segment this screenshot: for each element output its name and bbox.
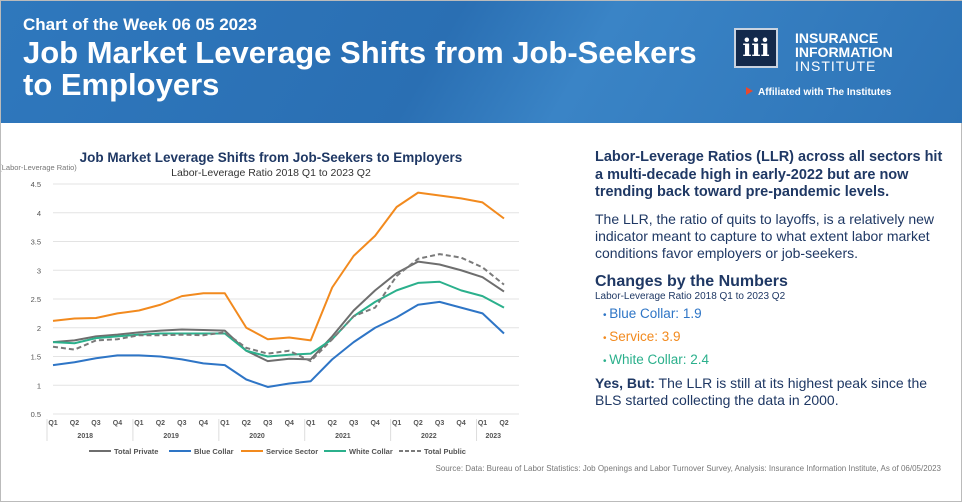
y-tick-label: 3.5 [31, 238, 41, 247]
affiliation: Affiliated with The Institutes [746, 87, 891, 98]
year-label: 2018 [77, 433, 93, 440]
x-tick-label: Q1 [478, 420, 487, 427]
year-label: 2019 [163, 433, 179, 440]
logo-line2: INFORMATION [795, 44, 893, 60]
x-tick-label: Q4 [285, 420, 294, 427]
x-tick-label: Q1 [134, 420, 143, 427]
kicker: Chart of the Week 06 05 2023 [23, 15, 258, 34]
y-tick-label: 4.5 [31, 180, 41, 189]
year-label: 2021 [335, 433, 351, 440]
x-tick-label: Q2 [156, 420, 165, 427]
list-item-white-collar: White Collar: 2.4 [603, 352, 945, 367]
x-tick-label: Q2 [242, 420, 251, 427]
year-label: 2022 [421, 433, 437, 440]
x-tick-label: Q1 [220, 420, 229, 427]
y-tick-label: 2.5 [31, 295, 41, 304]
x-tick-label: Q3 [91, 420, 100, 427]
x-tick-label: Q1 [48, 420, 57, 427]
legend-label: Total Private [114, 447, 158, 456]
page-title: Job Market Leverage Shifts from Job-Seek… [23, 35, 697, 102]
changes-subheading: Labor-Leverage Ratio 2018 Q1 to 2023 Q2 [595, 290, 786, 302]
series-line-total-public [52, 253, 505, 363]
chart-subtitle: Labor-Leverage Ratio 2018 Q1 to 2023 Q2 [171, 167, 371, 179]
logo-line3: INSTITUTE [795, 58, 877, 74]
year-label: 2020 [249, 433, 265, 440]
line-chart: Job Market Leverage Shifts from Job-Seek… [1, 150, 519, 456]
legend-label: Service Sector [266, 447, 318, 456]
changes-list: Blue Collar: 1.9 Service: 3.9 White Coll… [595, 306, 945, 367]
legend-label: Blue Collar [194, 447, 234, 456]
series-line-service-sector [52, 191, 505, 342]
x-tick-label: Q2 [413, 420, 422, 427]
legend-label: White Collar [349, 447, 393, 456]
series-line-white-collar [52, 280, 505, 358]
institutes-icon [746, 87, 753, 95]
y-tick-label: 4 [37, 209, 41, 218]
changes-heading: Changes by the Numbers [595, 272, 788, 290]
x-tick-label: Q4 [113, 420, 122, 427]
x-tick-label: Q3 [263, 420, 272, 427]
y-axis-label: (Labor-Leverage Ratio) [1, 163, 77, 172]
x-tick-label: Q1 [306, 420, 315, 427]
x-tick-label: Q4 [370, 420, 379, 427]
logo-line1: INSURANCE [795, 30, 879, 46]
commentary-panel: Labor-Leverage Ratios (LLR) across all s… [595, 149, 945, 409]
x-tick-label: Q2 [328, 420, 337, 427]
list-item-blue-collar: Blue Collar: 1.9 [603, 306, 945, 321]
x-tick-label: Q2 [499, 420, 508, 427]
legend-label: Total Public [424, 447, 466, 456]
yes-but-note: Yes, But: The LLR is still at its highes… [595, 375, 945, 409]
logo-text: INSURANCE INFORMATION INSTITUTE [795, 31, 893, 73]
x-tick-label: Q3 [349, 420, 358, 427]
y-tick-label: 0.5 [31, 410, 41, 419]
y-tick-label: 1.5 [31, 353, 41, 362]
x-tick-label: Q1 [392, 420, 401, 427]
y-tick-label: 2 [37, 324, 41, 333]
affiliation-text: Affiliated with The Institutes [758, 87, 892, 98]
header-banner: Chart of the Week 06 05 2023 Job Market … [1, 1, 962, 123]
chart-title: Job Market Leverage Shifts from Job-Seek… [80, 150, 463, 165]
source-note: Source: Data: Bureau of Labor Statistics… [435, 464, 941, 473]
x-tick-label: Q3 [435, 420, 444, 427]
x-tick-label: Q3 [177, 420, 186, 427]
series-line-total-private [52, 260, 505, 363]
yes-but-text: The LLR is still at its highest peak sin… [595, 374, 928, 408]
lead-text: Labor-Leverage Ratios (LLR) across all s… [595, 149, 943, 200]
x-tick-label: Q4 [199, 420, 208, 427]
series-line-blue-collar [52, 300, 505, 388]
list-item-service: Service: 3.9 [603, 329, 945, 344]
year-label: 2023 [485, 433, 501, 440]
iii-logo: iii [734, 28, 778, 68]
y-tick-label: 3 [37, 266, 41, 275]
x-tick-label: Q2 [70, 420, 79, 427]
y-tick-label: 1 [37, 381, 41, 390]
yes-but-label: Yes, But: [595, 374, 655, 391]
llr-description: The LLR, the ratio of quits to layoffs, … [595, 210, 935, 261]
x-tick-label: Q4 [456, 420, 465, 427]
